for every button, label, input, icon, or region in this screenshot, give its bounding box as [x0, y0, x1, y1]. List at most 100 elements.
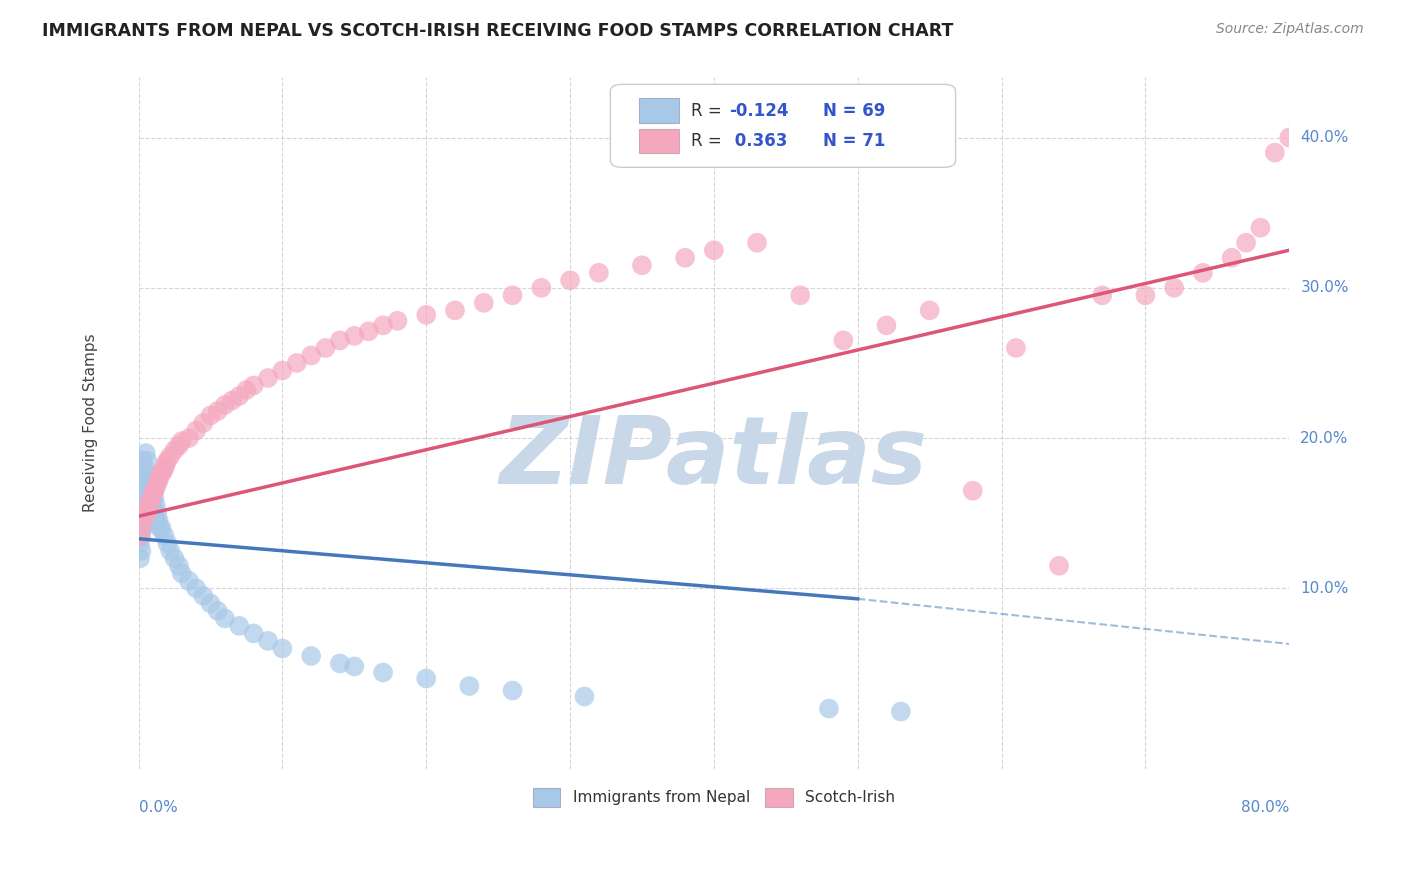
Point — [148, 473, 170, 487]
Point — [163, 443, 186, 458]
Point — [132, 521, 155, 535]
Point — [149, 521, 172, 535]
Point — [139, 468, 162, 483]
Point — [155, 457, 177, 471]
Point — [167, 558, 190, 573]
Text: 80.0%: 80.0% — [1241, 800, 1289, 814]
FancyBboxPatch shape — [610, 85, 956, 168]
Point — [235, 383, 257, 397]
Point — [159, 449, 181, 463]
Point — [156, 536, 179, 550]
Point — [142, 483, 165, 498]
Point — [221, 393, 243, 408]
Point — [138, 499, 160, 513]
Point — [371, 665, 394, 680]
Point — [167, 439, 190, 453]
Point — [502, 288, 524, 302]
Text: R =: R = — [690, 102, 727, 120]
Text: 30.0%: 30.0% — [1301, 280, 1348, 295]
Point — [890, 705, 912, 719]
Point — [134, 506, 156, 520]
Point — [170, 566, 193, 581]
Point — [153, 461, 176, 475]
Point — [1278, 130, 1301, 145]
Point — [357, 325, 380, 339]
Point — [200, 409, 222, 423]
Point — [145, 481, 167, 495]
Point — [135, 446, 157, 460]
Point — [150, 521, 173, 535]
Point — [135, 509, 157, 524]
Point — [132, 468, 155, 483]
Point — [132, 499, 155, 513]
Point — [1135, 288, 1157, 302]
Point — [387, 314, 409, 328]
Point — [152, 464, 174, 478]
Point — [228, 619, 250, 633]
Point — [371, 318, 394, 333]
Point — [1249, 220, 1271, 235]
Point — [141, 491, 163, 505]
Text: Source: ZipAtlas.com: Source: ZipAtlas.com — [1216, 22, 1364, 37]
Point — [1264, 145, 1286, 160]
Point — [139, 494, 162, 508]
Point — [343, 329, 366, 343]
Point — [159, 543, 181, 558]
Point — [143, 491, 166, 505]
Point — [177, 574, 200, 588]
Point — [184, 582, 207, 596]
Point — [918, 303, 941, 318]
Text: 20.0%: 20.0% — [1301, 431, 1348, 446]
Point — [135, 514, 157, 528]
Point — [214, 398, 236, 412]
Point — [143, 506, 166, 520]
Point — [257, 634, 280, 648]
Point — [962, 483, 984, 498]
Text: 0.0%: 0.0% — [139, 800, 177, 814]
Text: R =: R = — [690, 132, 727, 150]
Point — [138, 491, 160, 505]
Point — [129, 536, 152, 550]
Point — [141, 506, 163, 520]
Point — [131, 529, 153, 543]
Point — [673, 251, 696, 265]
Point — [832, 334, 855, 348]
Point — [145, 514, 167, 528]
Point — [271, 641, 294, 656]
Text: 10.0%: 10.0% — [1301, 581, 1348, 596]
Point — [136, 453, 159, 467]
Text: 40.0%: 40.0% — [1301, 130, 1348, 145]
Point — [1163, 281, 1185, 295]
Point — [242, 378, 264, 392]
Point — [415, 308, 437, 322]
Point — [134, 506, 156, 520]
Legend: Immigrants from Nepal, Scotch-Irish: Immigrants from Nepal, Scotch-Irish — [527, 782, 901, 813]
Point — [530, 281, 553, 295]
Point — [472, 296, 495, 310]
Point — [135, 483, 157, 498]
Point — [142, 486, 165, 500]
Point — [193, 589, 215, 603]
FancyBboxPatch shape — [640, 98, 679, 123]
FancyBboxPatch shape — [640, 128, 679, 153]
Point — [131, 506, 153, 520]
Text: -0.124: -0.124 — [728, 102, 789, 120]
Point — [163, 551, 186, 566]
Point — [129, 529, 152, 543]
Text: N = 71: N = 71 — [823, 132, 886, 150]
Point — [143, 483, 166, 498]
Point — [458, 679, 481, 693]
Point — [1047, 558, 1070, 573]
Text: 0.363: 0.363 — [728, 132, 787, 150]
Point — [1192, 266, 1215, 280]
Point — [136, 499, 159, 513]
Point — [1234, 235, 1257, 250]
Point — [131, 521, 153, 535]
Point — [139, 483, 162, 498]
Point — [207, 404, 229, 418]
Point — [1005, 341, 1028, 355]
Point — [156, 453, 179, 467]
Point — [193, 416, 215, 430]
Point — [136, 468, 159, 483]
Point — [131, 491, 153, 505]
